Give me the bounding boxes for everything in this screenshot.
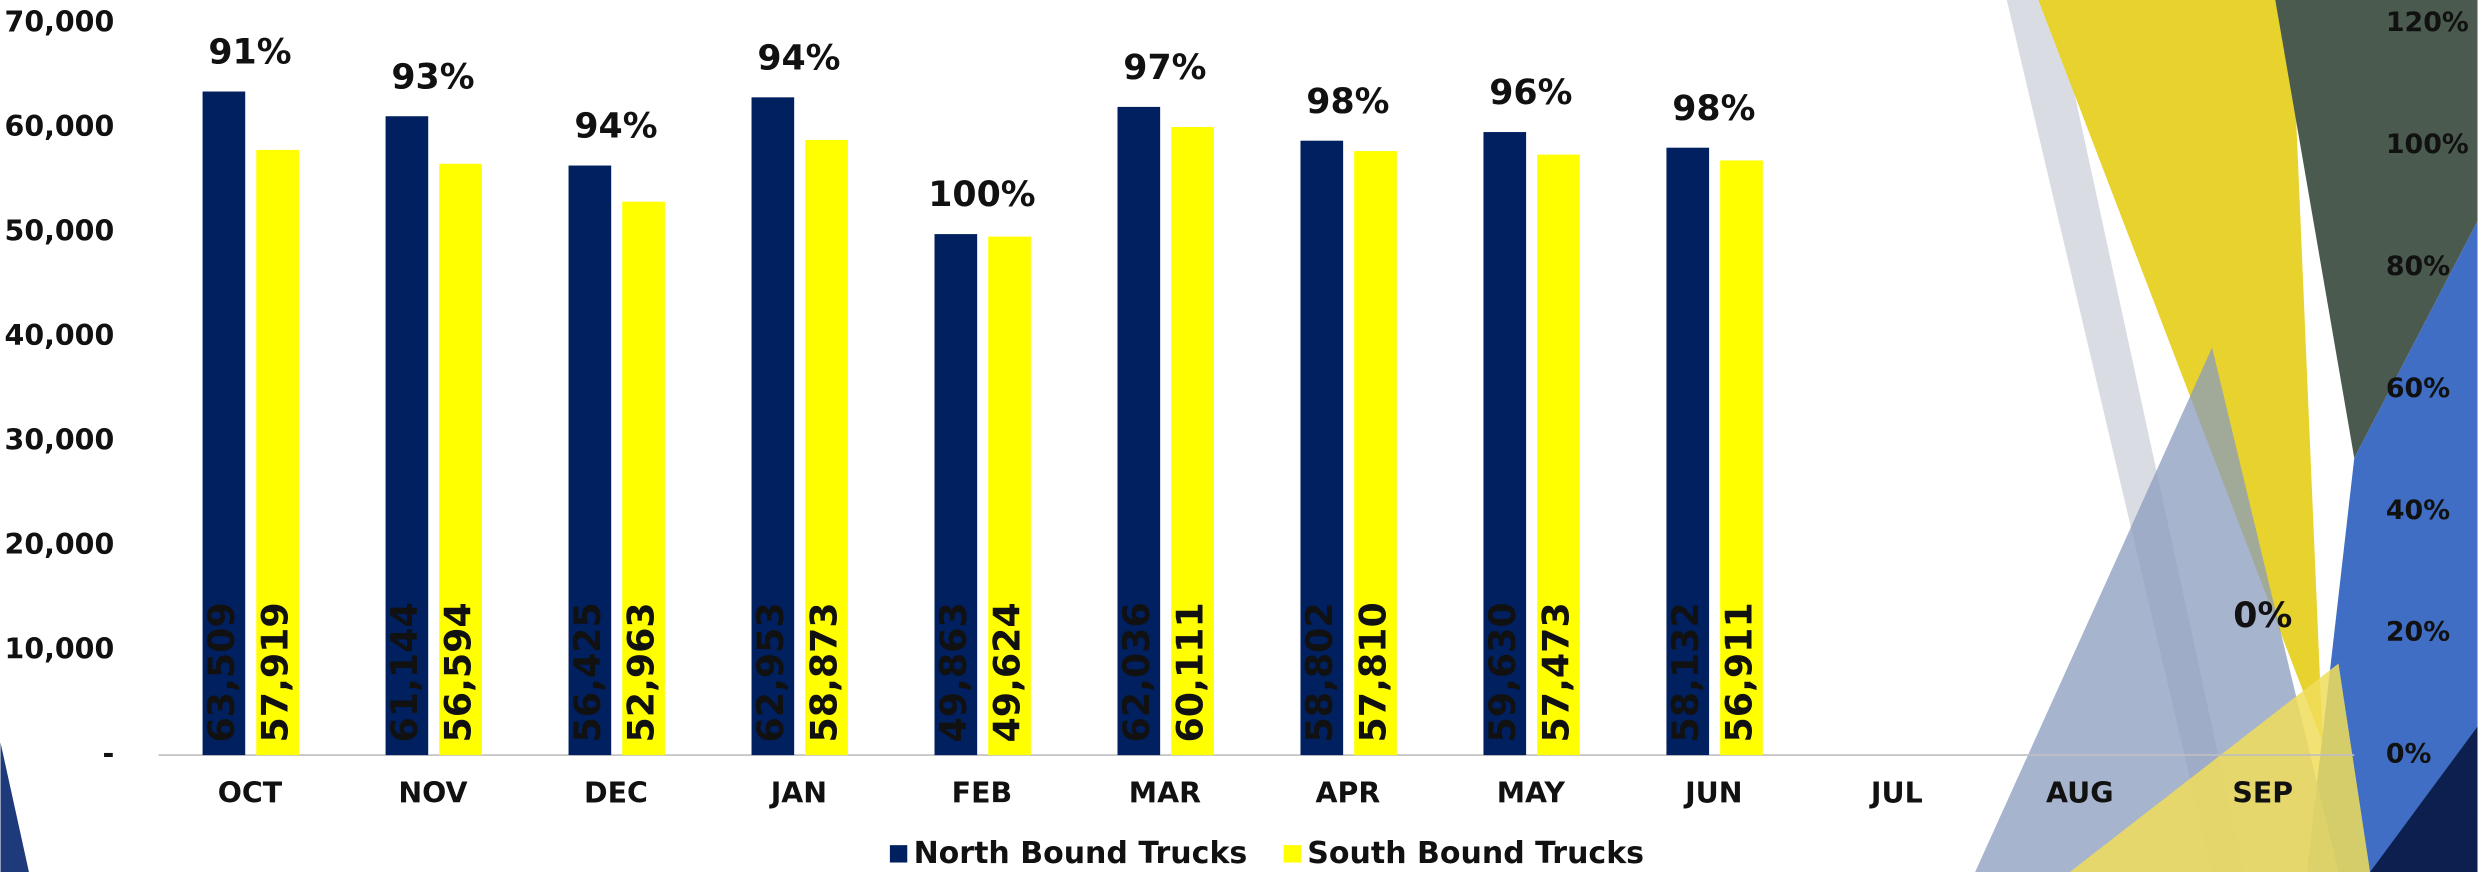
background-decoration <box>1 0 2478 872</box>
y-tick-label: 10,000 <box>5 633 115 666</box>
legend-label: South Bound Trucks <box>1307 836 1644 871</box>
value-label: 57,810 <box>1352 602 1395 742</box>
y-tick-label: 30,000 <box>5 424 115 457</box>
x-tick-label: APR <box>1316 777 1381 810</box>
value-label: 58,802 <box>1298 602 1341 742</box>
value-label: 57,473 <box>1534 602 1577 742</box>
percent-label: 96% <box>1489 73 1572 113</box>
x-tick-label: JAN <box>769 777 827 810</box>
percent-label: 98% <box>1672 89 1755 129</box>
percent-label: 91% <box>208 33 291 73</box>
value-label: 58,873 <box>803 602 846 742</box>
value-label: 58,132 <box>1664 602 1707 742</box>
x-tick-label: MAY <box>1497 777 1566 810</box>
legend-swatch <box>890 845 907 862</box>
y2-tick-label: 0% <box>2386 739 2432 770</box>
value-label: 57,919 <box>254 602 297 742</box>
x-tick-label: NOV <box>398 777 467 810</box>
y2-tick-label: 20% <box>2386 617 2450 648</box>
legend-swatch <box>1284 845 1301 862</box>
value-label: 52,963 <box>620 602 663 742</box>
y-tick-label: - <box>102 737 114 770</box>
value-label: 56,911 <box>1717 602 1760 742</box>
x-tick-label: OCT <box>218 777 283 810</box>
chart: - 10,000 20,000 30,000 40,000 50,000 60,000 70,… <box>0 0 2478 872</box>
x-tick-label: SEP <box>2232 777 2293 810</box>
percent-label: 0% <box>2233 596 2292 636</box>
value-label: 62,953 <box>749 602 792 742</box>
y2-tick-label: 120% <box>2386 7 2469 38</box>
x-tick-label: JUL <box>1869 777 1923 810</box>
percent-label: 94% <box>757 38 840 78</box>
percent-label: 93% <box>391 57 474 97</box>
y2-tick-label: 100% <box>2386 129 2469 160</box>
y2-tick-label: 40% <box>2386 495 2450 526</box>
percent-label: 94% <box>574 107 657 147</box>
percent-label: 97% <box>1123 48 1206 88</box>
y-tick-label: 40,000 <box>5 319 115 352</box>
legend: North Bound Trucks South Bound Trucks <box>890 836 1644 871</box>
legend-label: North Bound Trucks <box>914 836 1248 871</box>
value-label: 62,036 <box>1115 602 1158 742</box>
value-label: 49,863 <box>932 602 975 742</box>
y2-tick-label: 60% <box>2386 373 2450 404</box>
value-label: 56,594 <box>437 602 480 742</box>
percent-label: 98% <box>1306 82 1389 122</box>
y2-tick-label: 80% <box>2386 251 2450 282</box>
x-tick-label: JUN <box>1683 777 1742 810</box>
y-tick-label: 60,000 <box>5 110 115 143</box>
y-tick-label: 50,000 <box>5 215 115 248</box>
value-label: 49,624 <box>986 602 1029 742</box>
x-tick-label: AUG <box>2046 777 2114 810</box>
x-tick-label: MAR <box>1129 777 1201 810</box>
y-tick-label: 20,000 <box>5 528 115 561</box>
percent-label: 100% <box>928 175 1035 215</box>
value-label: 56,425 <box>566 602 609 742</box>
value-label: 63,509 <box>200 602 243 742</box>
decor-shape <box>1 742 29 872</box>
page: {"chart_data": {"type": "bar", "categori… <box>0 0 2478 872</box>
x-tick-label: FEB <box>952 777 1013 810</box>
value-label: 59,630 <box>1481 602 1524 742</box>
value-label: 61,144 <box>383 602 426 742</box>
x-tick-label: DEC <box>584 777 648 810</box>
value-label: 60,111 <box>1169 602 1212 742</box>
y-tick-label: 70,000 <box>5 6 115 39</box>
